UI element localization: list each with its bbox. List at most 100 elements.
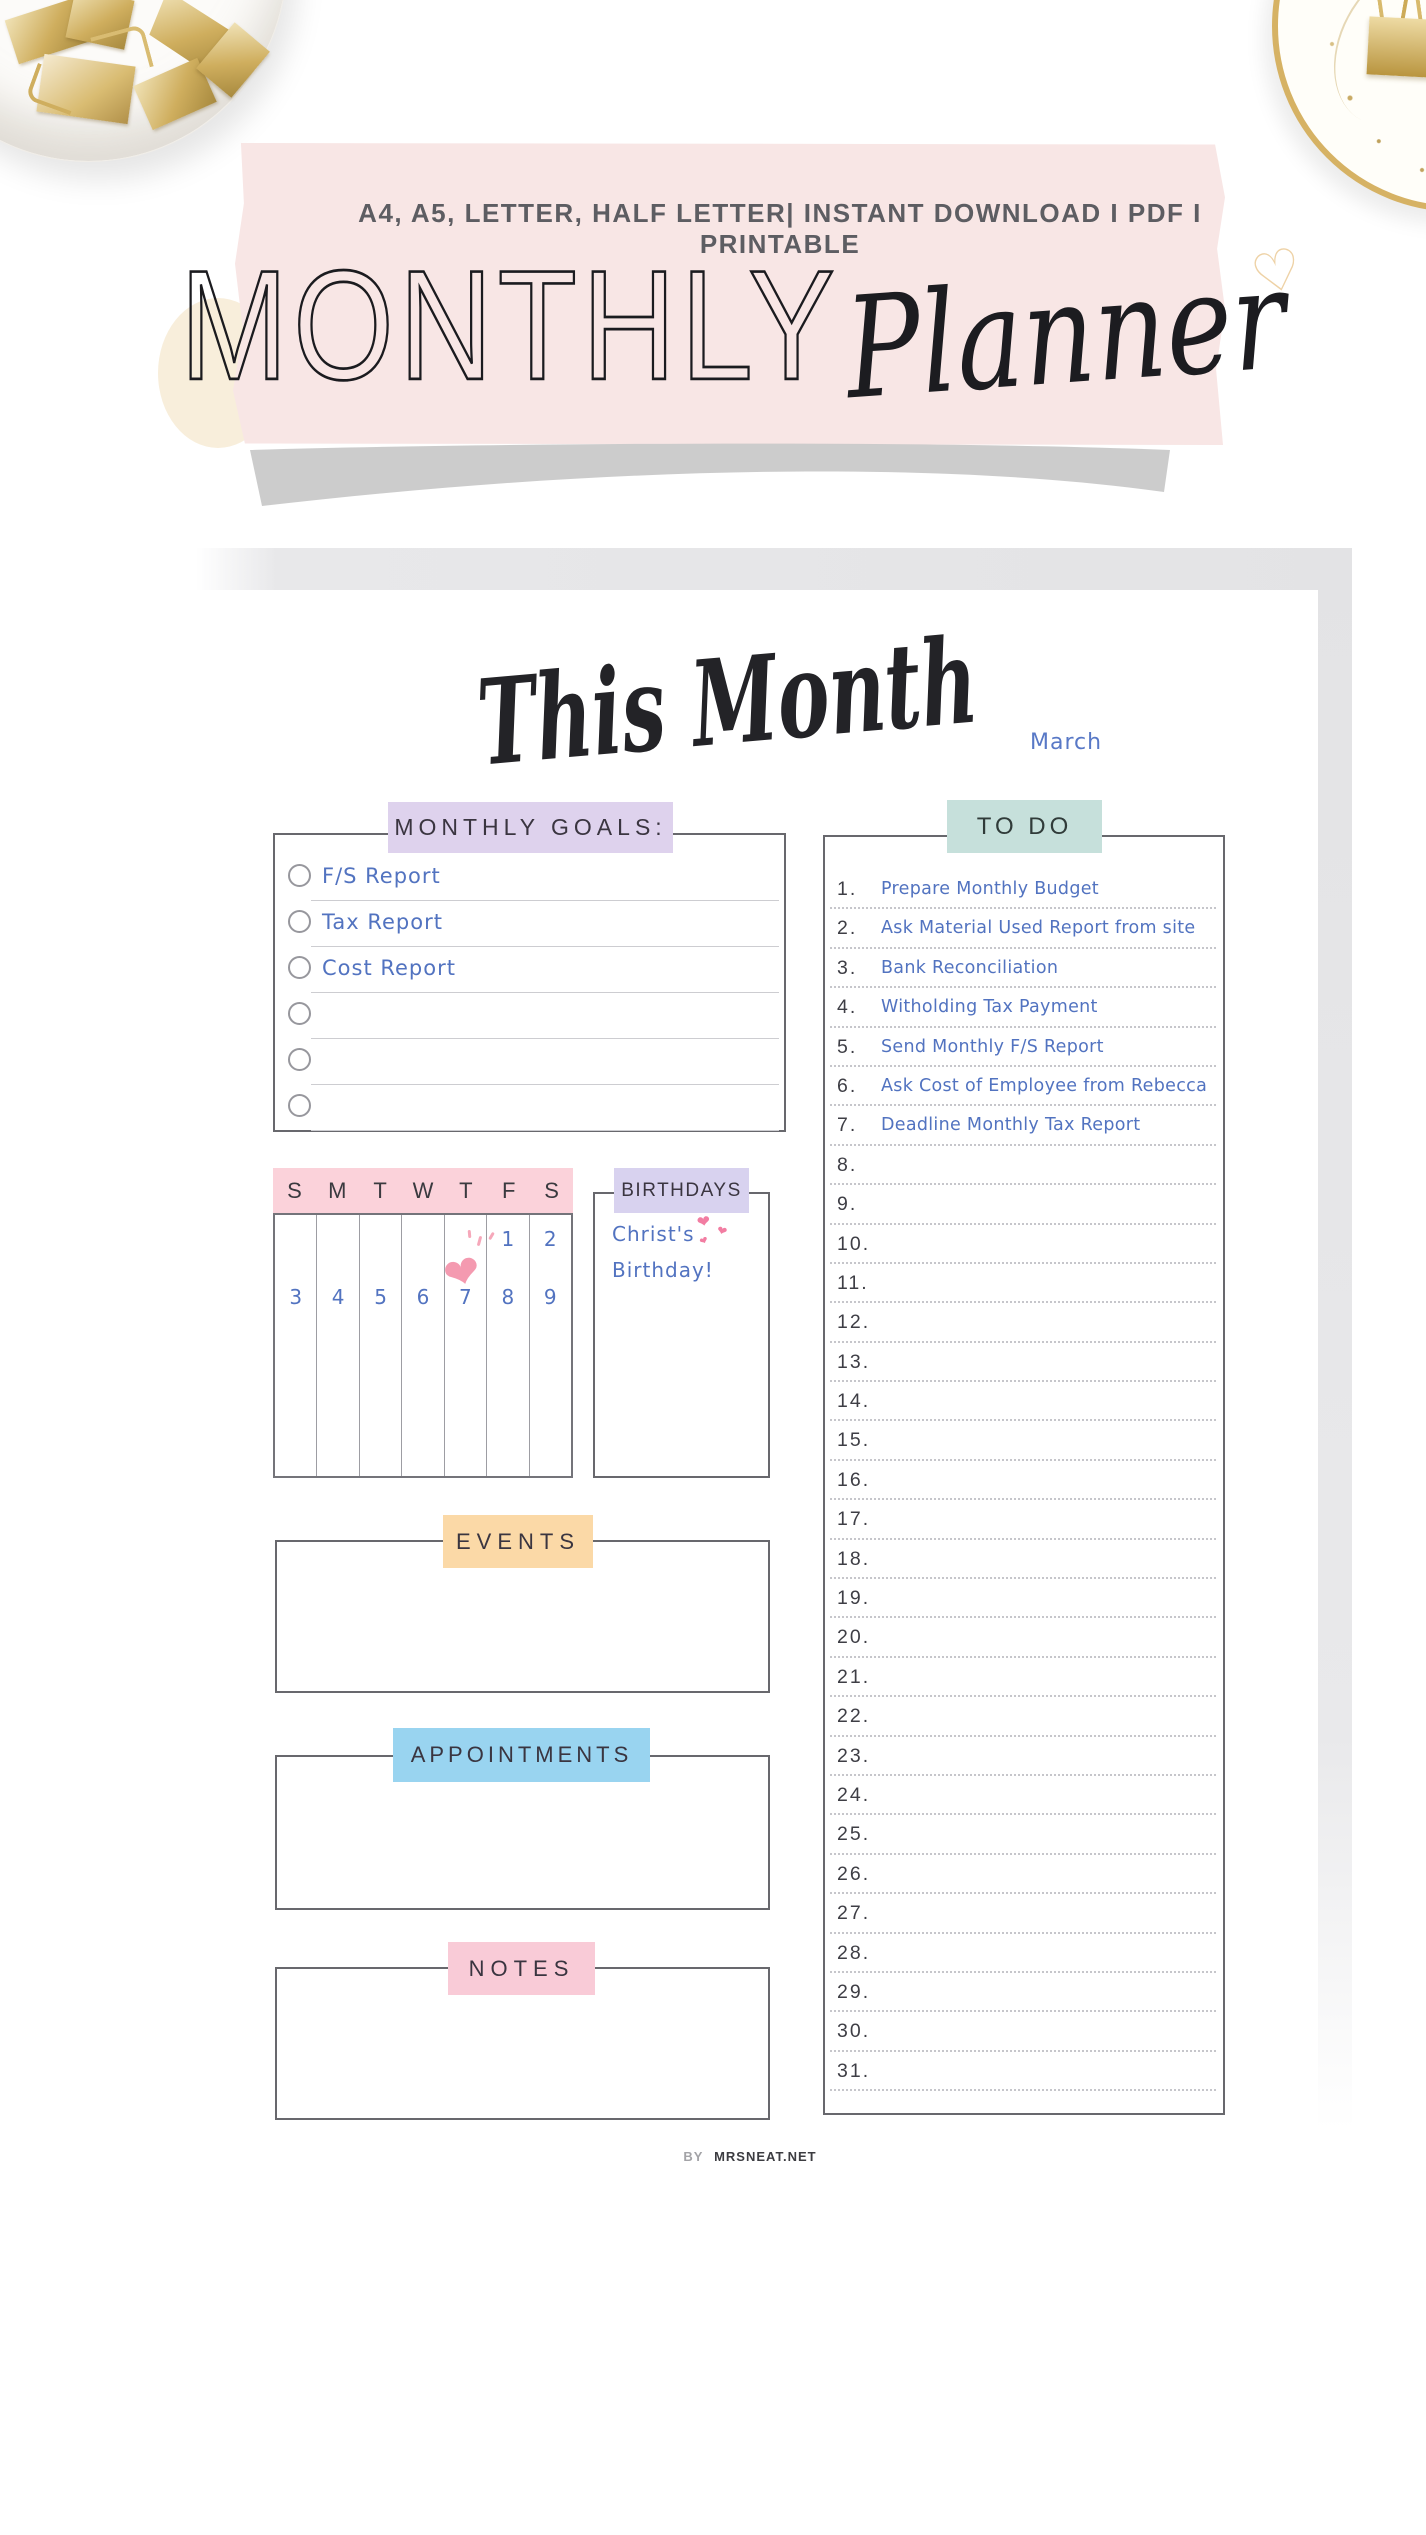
calendar-grid: 3 4 5 6 7 1 8 bbox=[273, 1213, 573, 1478]
goal-row bbox=[275, 995, 784, 1041]
calendar-date bbox=[275, 1215, 316, 1271]
todo-number: 13. bbox=[837, 1350, 871, 1373]
birthday-note-line1: Christ's bbox=[612, 1222, 695, 1246]
todo-row: 19. bbox=[825, 1580, 1223, 1619]
birthdays-header: BIRTHDAYS bbox=[614, 1168, 749, 1213]
calendar-day-letter: T bbox=[459, 1177, 473, 1203]
todo-dotted-line bbox=[830, 2089, 1216, 2092]
todo-header: TO DO bbox=[947, 800, 1102, 853]
todo-number: 29. bbox=[837, 1980, 871, 2003]
todo-box: 1. Prepare Monthly Budget 2. Ask Materia… bbox=[823, 835, 1225, 2115]
footer-by-label: BY bbox=[683, 2149, 704, 2164]
todo-row: 15. bbox=[825, 1422, 1223, 1461]
todo-row: 21. bbox=[825, 1659, 1223, 1698]
todo-dotted-line bbox=[830, 1143, 1216, 1146]
goal-checkbox-circle[interactable] bbox=[288, 910, 311, 933]
todo-row: 14. bbox=[825, 1383, 1223, 1422]
goal-underline bbox=[311, 1038, 779, 1039]
todo-number: 3. bbox=[837, 956, 858, 979]
todo-dotted-line bbox=[830, 986, 1216, 989]
calendar-column: 4 bbox=[317, 1215, 360, 1476]
svg-text:MONTHLY: MONTHLY bbox=[180, 238, 840, 412]
paper-shadow-top bbox=[196, 548, 1352, 590]
title-planner-script: Planner bbox=[838, 238, 1296, 432]
todo-number: 1. bbox=[837, 878, 858, 900]
calendar-date: 8 bbox=[501, 1285, 515, 1309]
todo-number: 18. bbox=[837, 1547, 871, 1570]
calendar-day-letter: S bbox=[287, 1177, 302, 1203]
todo-dotted-line bbox=[830, 1380, 1216, 1383]
format-banner: A4, A5, LETTER, HALF LETTER| INSTANT DOW… bbox=[358, 198, 1202, 259]
calendar-column: 3 bbox=[275, 1215, 318, 1476]
todo-row: 20. bbox=[825, 1619, 1223, 1658]
calendar-date: 5 bbox=[374, 1285, 387, 1309]
todo-row: 28. bbox=[825, 1935, 1223, 1974]
todo-row: 11. bbox=[825, 1265, 1223, 1304]
planner-page bbox=[186, 590, 1318, 2190]
birthday-note-line2: Birthday! bbox=[612, 1258, 714, 1282]
todo-row: 24. bbox=[825, 1777, 1223, 1816]
footer-branding: BY MRSNEAT.NET bbox=[275, 2149, 1225, 2164]
todo-dotted-line bbox=[830, 1261, 1216, 1264]
calendar-column: 1 8 bbox=[487, 1215, 530, 1476]
todo-number: 19. bbox=[837, 1587, 871, 1610]
todo-number: 17. bbox=[837, 1508, 871, 1531]
todo-row: 5. Send Monthly F/S Report bbox=[825, 1029, 1223, 1068]
todo-dotted-line bbox=[830, 1458, 1216, 1461]
goal-checkbox-circle[interactable] bbox=[288, 1002, 311, 1025]
todo-number: 27. bbox=[837, 1902, 871, 1925]
todo-row: 12. bbox=[825, 1304, 1223, 1343]
svg-text:Planner: Planner bbox=[838, 238, 1296, 432]
todo-text: Witholding Tax Payment bbox=[881, 997, 1098, 1018]
goal-checkbox-circle[interactable] bbox=[288, 956, 311, 979]
todo-row: 18. bbox=[825, 1541, 1223, 1580]
todo-dotted-line bbox=[830, 1301, 1216, 1304]
goal-underline bbox=[311, 946, 779, 947]
todo-dotted-line bbox=[830, 1970, 1216, 1973]
todo-dotted-line bbox=[830, 1655, 1216, 1658]
goal-checkbox-circle[interactable] bbox=[288, 864, 311, 887]
todo-dotted-line bbox=[830, 1852, 1216, 1855]
washi-tape-decor bbox=[233, 143, 1225, 445]
todo-dotted-line bbox=[830, 1892, 1216, 1895]
todo-dotted-line bbox=[830, 946, 1216, 949]
goal-row: Tax Report bbox=[275, 903, 784, 949]
title-monthly: MONTHLY bbox=[179, 237, 836, 414]
goal-row bbox=[275, 1041, 784, 1087]
todo-row: 25. bbox=[825, 1816, 1223, 1855]
month-label: March bbox=[1030, 730, 1103, 755]
todo-text: Ask Cost of Employee from Rebecca bbox=[881, 1075, 1208, 1096]
goal-row bbox=[275, 1087, 784, 1133]
todo-number: 6. bbox=[837, 1074, 858, 1097]
todo-dotted-line bbox=[830, 1498, 1216, 1501]
todo-dotted-line bbox=[830, 1222, 1216, 1225]
todo-row: 22. bbox=[825, 1698, 1223, 1737]
todo-dotted-line bbox=[830, 1340, 1216, 1343]
todo-text: Prepare Monthly Budget bbox=[881, 879, 1099, 899]
todo-dotted-line bbox=[830, 1419, 1216, 1422]
todo-number: 5. bbox=[837, 1035, 858, 1058]
todo-text: Bank Reconciliation bbox=[881, 957, 1059, 978]
todo-row: 23. bbox=[825, 1738, 1223, 1777]
calendar-column: 7 bbox=[445, 1215, 488, 1476]
todo-number: 8. bbox=[837, 1153, 858, 1176]
todo-text: Send Monthly F/S Report bbox=[881, 1036, 1104, 1057]
goal-checkbox-circle[interactable] bbox=[288, 1048, 311, 1071]
todo-row: 13. bbox=[825, 1344, 1223, 1383]
todo-row: 31. bbox=[825, 2053, 1223, 2092]
todo-row: 16. bbox=[825, 1462, 1223, 1501]
goal-checkbox-circle[interactable] bbox=[288, 1094, 311, 1117]
calendar-date: 4 bbox=[331, 1285, 345, 1309]
goal-underline bbox=[311, 900, 779, 901]
todo-number: 4. bbox=[837, 996, 858, 1019]
todo-text: Deadline Monthly Tax Report bbox=[881, 1115, 1141, 1136]
todo-number: 11. bbox=[837, 1271, 869, 1294]
todo-number: 7. bbox=[837, 1114, 858, 1137]
calendar-date bbox=[445, 1215, 486, 1271]
goal-text: Cost Report bbox=[322, 956, 456, 980]
calendar-day-letter: S bbox=[544, 1177, 559, 1203]
goal-underline bbox=[311, 1130, 779, 1131]
todo-row: 2. Ask Material Used Report from site bbox=[825, 910, 1223, 949]
monthly-goals-header: MONTHLY GOALS: bbox=[388, 802, 673, 853]
